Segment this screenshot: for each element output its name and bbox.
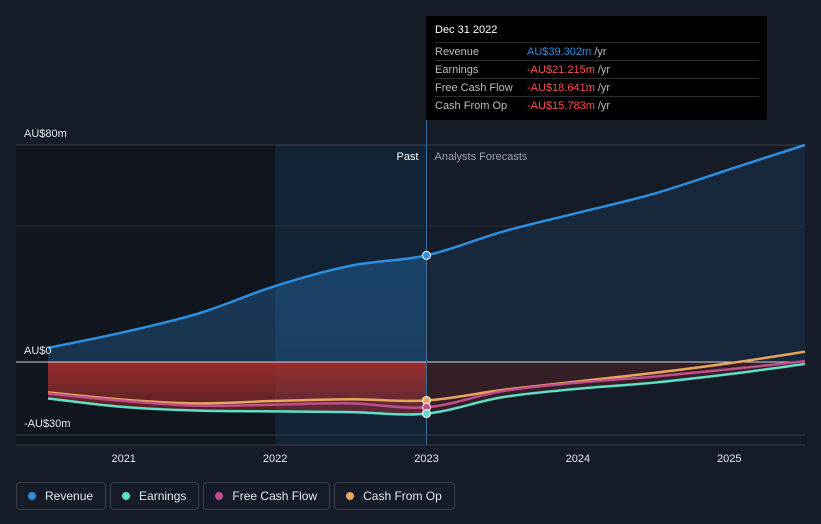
loss-area-forecast (426, 362, 805, 414)
legend-dot-icon (215, 492, 224, 500)
legend-label: Free Cash Flow (232, 489, 318, 503)
y-tick-label: AU$80m (24, 128, 67, 140)
hover-point-earnings (422, 409, 431, 419)
tooltip: Dec 31 2022 Revenue AU$39.302m/yr Earnings… (426, 16, 767, 120)
revenue-area-past (48, 255, 427, 362)
tooltip-row-value: -AU$18.641m (527, 81, 595, 94)
legend-dot-icon (122, 492, 131, 500)
legend-label: Earnings (139, 489, 187, 503)
tooltip-row-name: Earnings (435, 63, 479, 76)
y-tick-label: AU$0 (24, 345, 52, 357)
tooltip-row-name: Free Cash Flow (435, 81, 513, 94)
past-label: Past (396, 151, 418, 163)
legend-item-earnings[interactable]: Earnings (110, 482, 200, 510)
tooltip-row-name: Revenue (435, 45, 480, 58)
hover-point-revenue (422, 250, 431, 260)
x-tick-label: 2023 (414, 453, 438, 465)
legend-item-free-cash-flow[interactable]: Free Cash Flow (203, 482, 331, 510)
tooltip-row-name: Cash From Op (435, 99, 508, 112)
tooltip-row-value: AU$39.302m (527, 45, 592, 58)
tooltip-row: Earnings -AU$21.215m/yr (435, 60, 759, 78)
legend-label: Revenue (45, 489, 94, 503)
tooltip-row-unit: /yr (597, 99, 611, 112)
tooltip-row-unit: /yr (597, 63, 611, 76)
legend-dot-icon (28, 492, 36, 500)
tooltip-row: Revenue AU$39.302m/yr (435, 42, 759, 60)
tooltip-row: Free Cash Flow -AU$18.641m/yr (435, 78, 759, 96)
legend: Revenue Earnings Free Cash Flow Cash From O… (16, 482, 455, 510)
revenue-area-forecast (426, 145, 805, 362)
legend-item-cash-from-op[interactable]: Cash From Op (334, 482, 455, 510)
x-tick-label: 2025 (717, 453, 741, 465)
legend-label: Cash From Op (363, 489, 442, 503)
tooltip-row-value: -AU$15.783m (527, 99, 595, 112)
x-tick-label: 2022 (263, 453, 287, 465)
tooltip-row: Cash From Op -AU$15.783m/yr (435, 96, 759, 114)
tooltip-title: Dec 31 2022 (435, 24, 498, 36)
tooltip-row-unit: /yr (594, 45, 607, 58)
x-tick-label: 2021 (111, 453, 135, 465)
y-tick-label: -AU$30m (24, 418, 70, 430)
legend-dot-icon (346, 492, 355, 500)
tooltip-row-unit: /yr (597, 81, 611, 94)
legend-item-revenue[interactable]: Revenue (16, 482, 107, 510)
x-tick-label: 2024 (566, 453, 590, 465)
forecast-label: Analysts Forecasts (435, 151, 528, 163)
tooltip-row-value: -AU$21.215m (527, 63, 595, 76)
